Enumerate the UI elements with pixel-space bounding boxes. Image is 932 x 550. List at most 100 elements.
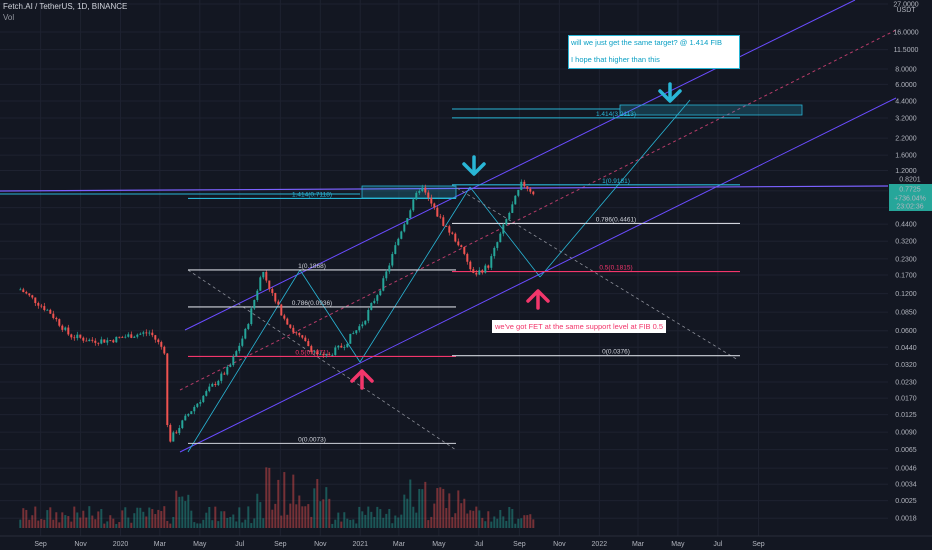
volume-bar [274,503,277,528]
last-price-label: 0.8201 [899,177,921,184]
volume-bar [148,507,151,528]
candle-body [127,334,130,337]
trend-channel [0,0,897,453]
candle-body [499,233,502,243]
candle-body [70,334,73,338]
candle-body [172,432,175,442]
candle-body [439,216,442,218]
volume-bar [205,512,208,528]
candle-body [463,246,466,254]
candle-body [76,334,79,339]
candle-body [388,265,391,272]
candle-body [442,217,445,226]
y-tick-label: 0.0046 [895,466,917,473]
volume-bar [112,518,115,528]
volume-bar [238,507,241,528]
volume-bar [67,516,70,528]
fib-level-label: 0.786(0.0936) [292,300,332,307]
x-tick-label: May [193,541,207,548]
candle-body [46,309,49,311]
arrow-up-icon [526,289,550,303]
volume-bar [379,509,382,528]
candle-body [355,330,358,334]
candle-body [19,289,22,291]
candle-body [436,207,439,217]
volume-indicator-label[interactable]: Vol [3,13,15,22]
chart-grid [0,0,932,537]
volume-bar [361,511,364,528]
y-tick-label: 3.2000 [895,116,917,123]
candle-body [202,395,205,402]
volume-bar [400,514,403,528]
fib-diagonal [187,269,457,451]
volume-bar [340,521,343,528]
target-callout-line1: will we just get the same target? @ 1.41… [571,38,723,47]
candle-body [415,192,418,200]
volume-bar [451,517,454,528]
volume-bar [403,494,406,528]
volume-bar [310,516,313,528]
volume-bar [196,523,199,528]
y-tick-label: 4.4000 [895,99,917,106]
volume-bar [424,481,427,528]
candle-body [208,386,211,392]
volume-bar [235,521,238,528]
volume-bar [187,494,190,528]
volume-bar [58,522,61,528]
volume-bar [268,467,271,528]
volume-bar [247,506,250,528]
candle-body [223,373,226,375]
volume-bar [94,519,97,528]
volume-bar [523,515,526,528]
volume-bar [490,521,493,528]
candle-body [478,270,481,275]
candle-body [85,340,88,342]
volume-bar [325,487,328,528]
volume-bar [385,513,388,528]
candle-body [361,324,364,327]
volume-bar [316,479,319,528]
channel-mid-line [179,29,897,391]
y-tick-label: 0.0230 [895,379,917,386]
fib-level-label: 0(0.0073) [298,436,326,443]
volume-bar [511,509,514,528]
x-tick-label: Jul [474,541,483,548]
volume-bar [430,516,433,528]
candle-body [163,346,166,354]
x-tick-label: Mar [632,541,645,548]
volume-bar [418,488,421,528]
volume-bar [229,516,232,528]
volume-bar [442,488,445,528]
candle-body [181,420,184,429]
candle-body [274,292,277,302]
volume-bar [298,495,301,528]
x-tick-label: Mar [154,541,167,548]
candle-body [187,414,190,416]
candle-body [31,295,34,298]
candle-body [229,365,232,367]
candle-body [445,225,448,227]
volume-bar [184,501,187,528]
volume-bar [115,523,118,528]
x-tick-label: Jul [713,541,722,548]
candle-body [298,333,301,336]
volume-bar [487,511,490,528]
y-unit-label: USDT [896,7,916,14]
volume-bar [139,507,142,528]
candle-body [196,403,199,407]
candle-body [82,337,85,341]
candle-body [526,186,529,189]
candle-body [469,261,472,270]
volume-bar [193,522,196,528]
volume-bar [313,488,316,528]
volume-bar [100,509,103,528]
candle-body [454,233,457,242]
volume-bar [529,514,532,528]
candle-body [343,347,346,349]
x-tick-label: Jul [235,541,244,548]
price-candles [19,179,535,443]
target-callout-line2: I hope that higher than this [571,55,660,64]
volume-bar [493,516,496,528]
time-axis: Sep Nov 2020 Mar May Jul Sep Nov 2021 Mar May Jul Se… [34,541,764,548]
